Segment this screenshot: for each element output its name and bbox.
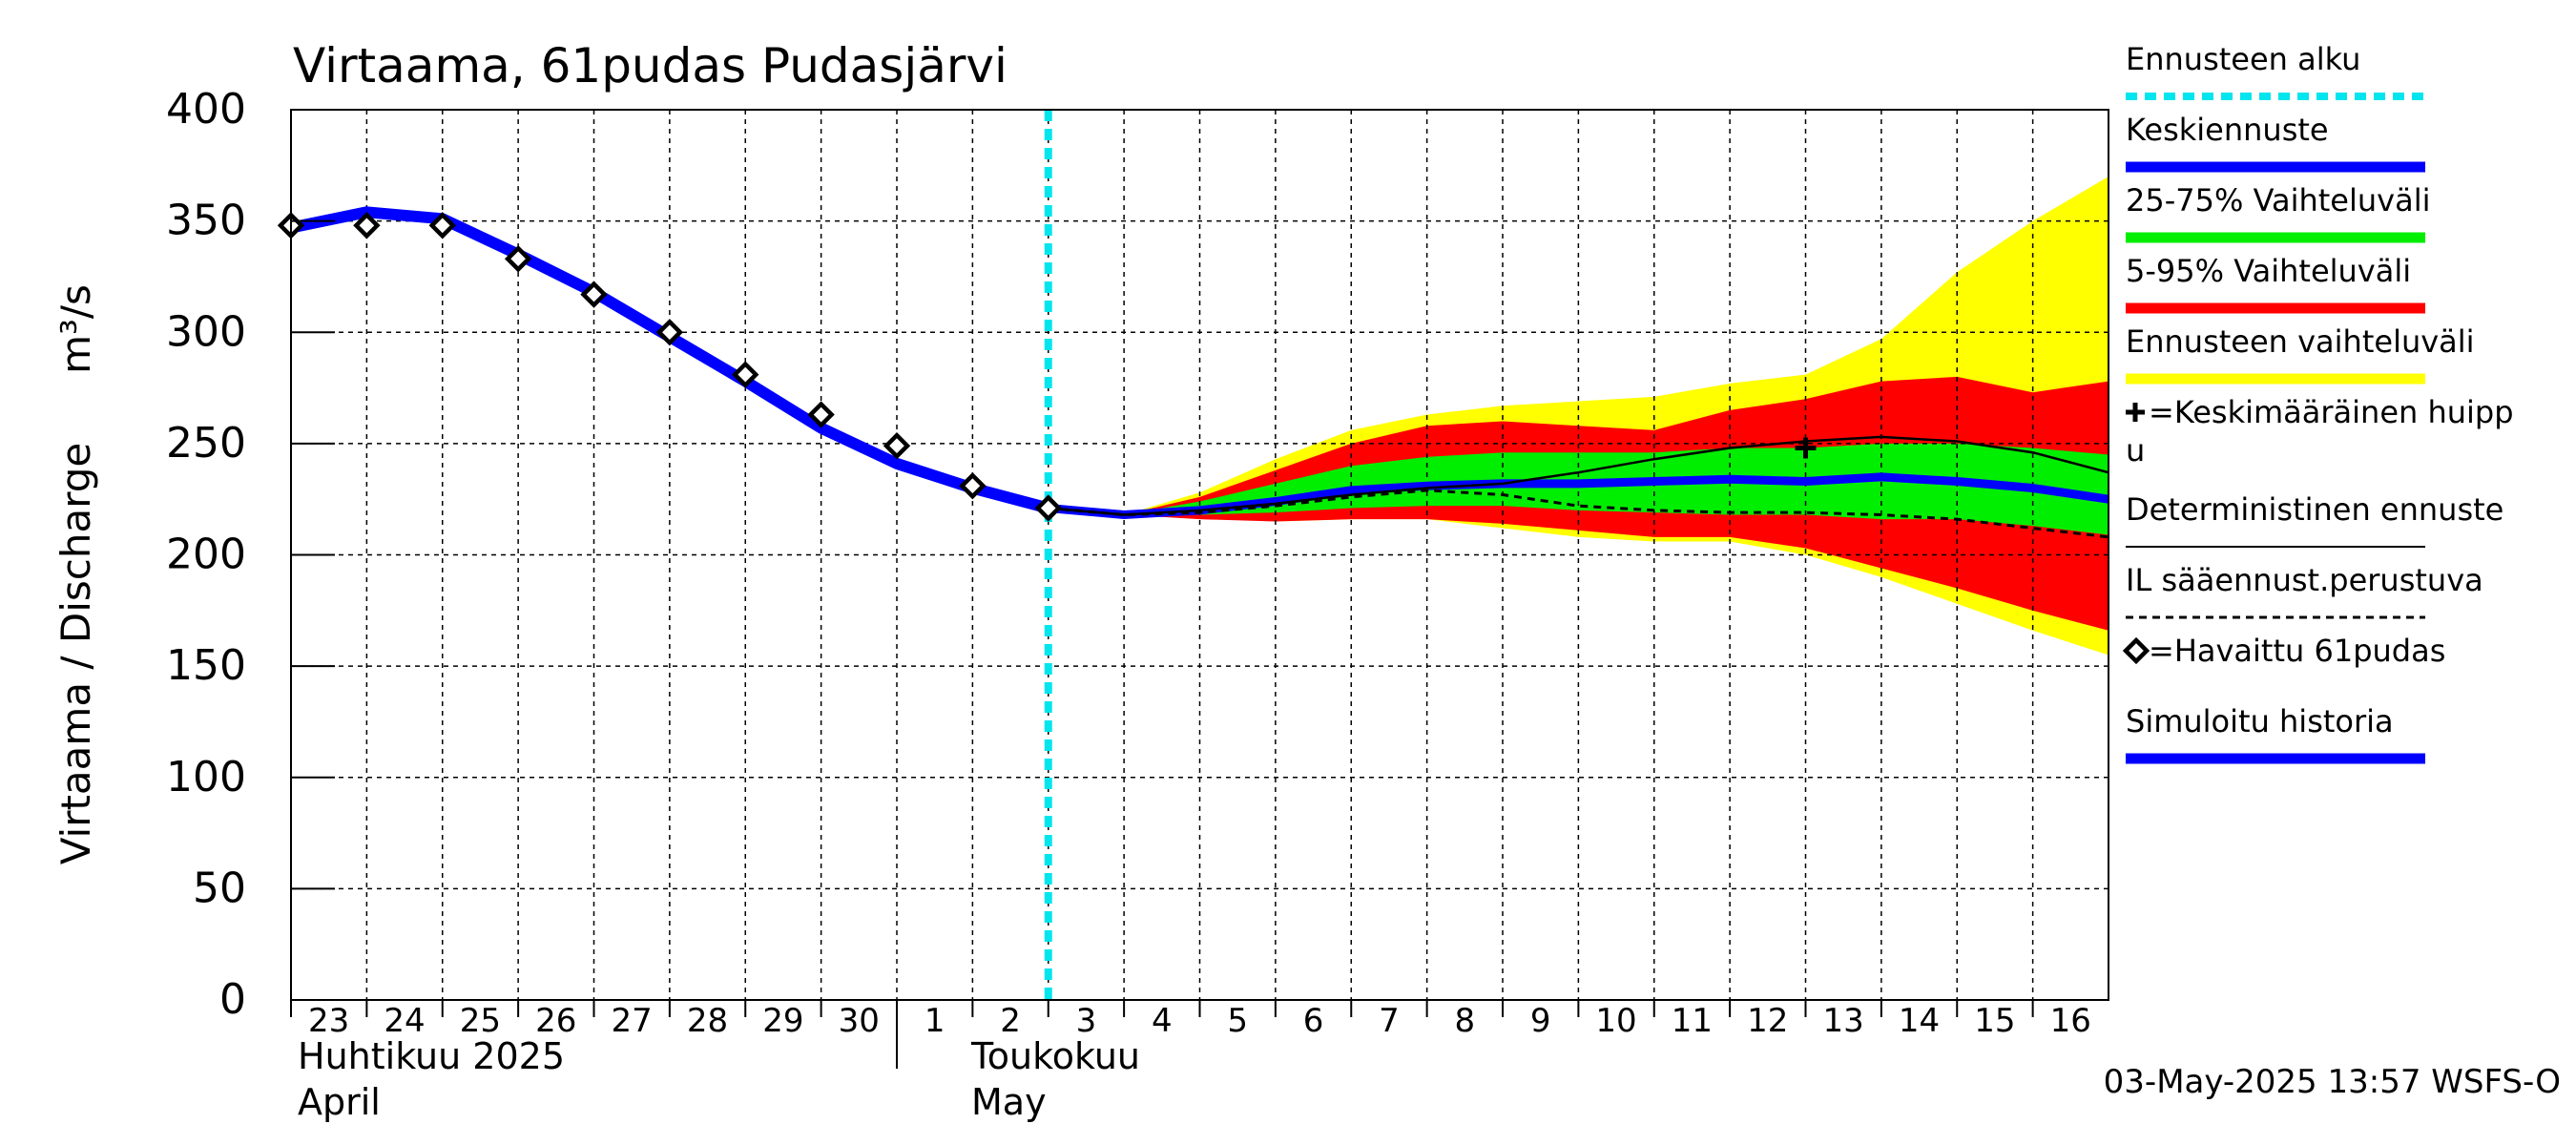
y-tick-label: 200: [166, 531, 246, 579]
deterministic-forecast-line: [1048, 435, 2109, 516]
x-tick-label: 15: [1974, 1002, 2015, 1040]
x-tick-label: 2: [1000, 1002, 1021, 1040]
observed-point: [655, 319, 684, 346]
legend: Ennusteen alku Keskiennuste 25-75% Vaihtel…: [2122, 41, 2514, 764]
x-tick-label: 7: [1379, 1002, 1400, 1040]
legend-swatch: [2126, 403, 2145, 422]
legend-label: Ennusteen vaihteluväli: [2126, 323, 2475, 360]
x-tick-label: 4: [1152, 1002, 1173, 1040]
legend-label: 25-75% Vaihteluväli: [2126, 182, 2430, 219]
x-tick-label: 23: [308, 1002, 349, 1040]
x-tick-label: 6: [1303, 1002, 1324, 1040]
legend-label: Deterministinen ennuste: [2126, 491, 2503, 528]
chart-title: Virtaama, 61pudas Pudasjärvi: [293, 38, 1008, 94]
x-tick-label: 29: [762, 1002, 803, 1040]
observed-point: [580, 281, 608, 308]
observed-point: [504, 245, 532, 273]
month-label-fi: Toukokuu: [970, 1035, 1140, 1077]
y-tick-label: 0: [219, 975, 246, 1024]
observed-point: [883, 432, 911, 460]
x-tick-label: 30: [839, 1002, 880, 1040]
x-axis: 23 24 25 26 27 28 29 30 1 2 3 4 5 6 7 8 9 10 11 12 13 14 15 16H…: [290, 1000, 2091, 1123]
y-tick-label: 100: [166, 753, 246, 802]
legend-label: 5-95% Vaihteluväli: [2126, 253, 2411, 289]
legend-label: u: [2126, 432, 2145, 468]
month-label-en: May: [971, 1081, 1047, 1123]
grid-lines: [291, 110, 2109, 1000]
y-tick-label: 250: [166, 419, 246, 468]
x-tick-label: 16: [2050, 1002, 2091, 1040]
legend-label: IL sääennust.perustuva: [2126, 562, 2483, 598]
month-label-fi: Huhtikuu 2025: [298, 1035, 565, 1077]
x-tick-label: 26: [535, 1002, 576, 1040]
y-tick-label: 150: [166, 641, 246, 690]
x-tick-label: 5: [1227, 1002, 1248, 1040]
y-axis-unit: m³/s: [52, 284, 99, 374]
x-tick-label: 24: [384, 1002, 425, 1040]
legend-label: Ennusteen alku: [2126, 41, 2360, 77]
observed-point: [1034, 494, 1062, 522]
x-tick-label: 13: [1823, 1002, 1864, 1040]
legend-label: =Havaittu 61pudas: [2149, 633, 2445, 669]
observed-point: [807, 401, 835, 428]
observed-point: [353, 212, 381, 239]
observed-point: [732, 361, 759, 388]
x-tick-label: 11: [1672, 1002, 1713, 1040]
legend-swatch: [2122, 636, 2150, 665]
x-tick-label: 27: [612, 1002, 653, 1040]
y-tick-label: 50: [193, 864, 246, 912]
observed-point: [428, 212, 456, 239]
x-tick-label: 14: [1899, 1002, 1940, 1040]
x-tick-label: 10: [1595, 1002, 1636, 1040]
band-25-75: [1048, 443, 2109, 535]
y-axis: 0 50 100 150 200 250 300 350 400: [166, 85, 335, 1024]
x-tick-label: 9: [1530, 1002, 1551, 1040]
y-tick-label: 350: [166, 197, 246, 245]
observed-point: [959, 472, 987, 500]
x-tick-label: 12: [1747, 1002, 1788, 1040]
il-forecast-line: [1048, 489, 2109, 539]
x-tick-label: 3: [1076, 1002, 1097, 1040]
series-lines: [277, 110, 2109, 1000]
timestamp: 03-May-2025 13:57 WSFS-O: [2104, 1063, 2561, 1101]
x-tick-label: 28: [687, 1002, 728, 1040]
legend-label: Simuloitu historia: [2126, 703, 2394, 739]
x-tick-label: 25: [460, 1002, 501, 1040]
mean-peak-marker: [1795, 437, 1817, 459]
y-axis-label: Virtaama / Discharge: [52, 443, 99, 865]
x-tick-label: 1: [924, 1002, 945, 1040]
y-tick-label: 300: [166, 307, 246, 356]
x-tick-label: 8: [1454, 1002, 1475, 1040]
y-tick-label: 400: [166, 85, 246, 134]
legend-label: =Keskimääräinen huipp: [2149, 394, 2514, 430]
legend-label: Keskiennuste: [2126, 112, 2329, 148]
month-label-en: April: [298, 1081, 381, 1123]
